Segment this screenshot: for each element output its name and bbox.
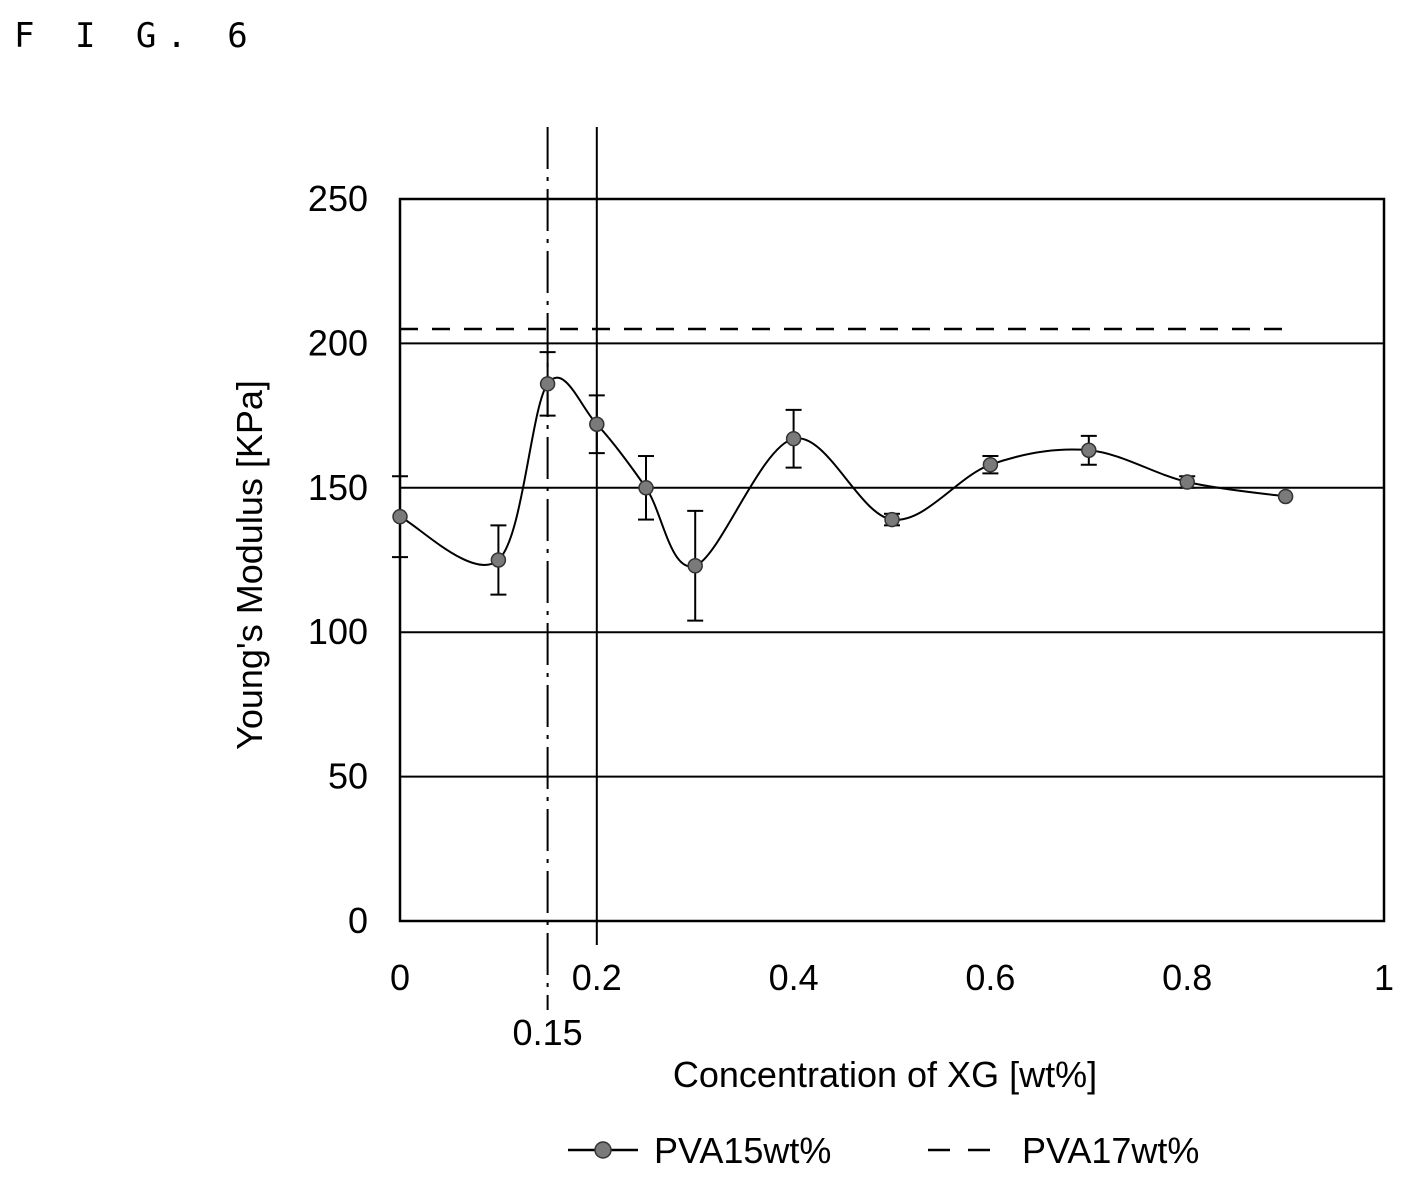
data-point — [1179, 474, 1195, 490]
x-tick-label: 0 — [390, 957, 410, 998]
legend-pva15-label: PVA15wt% — [654, 1130, 831, 1171]
x-tick-label: 0.8 — [1162, 957, 1212, 998]
x-tick-label: 0.2 — [572, 957, 622, 998]
data-point — [982, 456, 999, 473]
plot-frame — [398, 197, 1386, 923]
y-tick-label: 0 — [348, 900, 368, 941]
data-point — [785, 430, 802, 447]
x-axis-label: Concentration of XG [wt%] — [673, 1054, 1097, 1095]
data-point — [1277, 488, 1294, 505]
series — [392, 327, 1294, 622]
reference-line-label: 0.15 — [513, 1012, 583, 1053]
data-point — [490, 552, 507, 568]
data-point — [687, 558, 703, 574]
y-tick-label: 250 — [308, 178, 368, 219]
legend-pva17-label: PVA17wt% — [1022, 1130, 1199, 1171]
x-tick-label: 0.6 — [965, 957, 1015, 998]
data-point — [638, 480, 654, 496]
y-tick-label: 200 — [308, 322, 368, 363]
figure-label: F I G. 6 — [14, 16, 258, 56]
x-tick-label: 0.4 — [769, 957, 819, 998]
x-tick-label: 1 — [1374, 957, 1394, 998]
data-point — [539, 376, 556, 392]
reference-lines: 0.15 — [513, 127, 598, 1053]
data-point — [589, 416, 605, 433]
data-point — [392, 508, 408, 525]
data-point — [884, 511, 900, 528]
y-tick-label: 100 — [308, 611, 368, 652]
y-tick-label: 150 — [308, 467, 368, 508]
y-tick-label: 50 — [328, 756, 368, 797]
series-pva15-line — [399, 376, 1286, 568]
y-axis-label: Young's Modulus [KPa] — [229, 380, 270, 750]
legend-pva15-marker — [594, 1141, 612, 1159]
legend: PVA15wt% PVA17wt% — [568, 1130, 1199, 1171]
data-point — [1081, 442, 1097, 459]
tick-labels: 0 50 100 150 200 250 0 0.2 0.4 0.6 0.8 1 — [308, 178, 1394, 998]
